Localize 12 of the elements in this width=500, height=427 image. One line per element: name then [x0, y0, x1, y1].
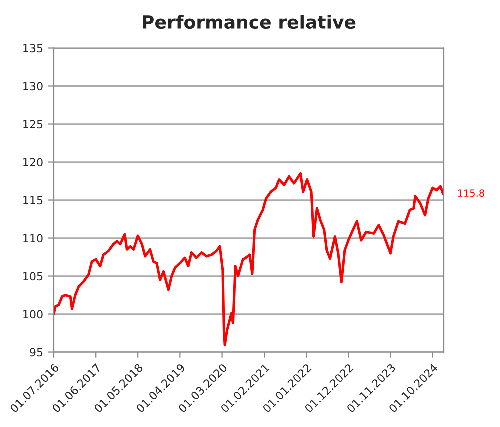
y-tick-label: 130	[24, 82, 43, 91]
y-tick-label: 135	[24, 44, 43, 53]
y-tick-label: 95	[30, 348, 43, 357]
y-tick-label: 115	[24, 196, 43, 205]
y-tick-label: 120	[24, 158, 43, 167]
chart-title: Performance relative	[143, 15, 356, 30]
y-tick-label: 110	[24, 234, 43, 243]
y-tick-label: 125	[24, 120, 43, 129]
y-tick-label: 105	[24, 272, 43, 281]
line-series	[54, 172, 444, 347]
y-tick-label: 100	[24, 310, 43, 319]
annotation: 115.8	[458, 190, 484, 198]
